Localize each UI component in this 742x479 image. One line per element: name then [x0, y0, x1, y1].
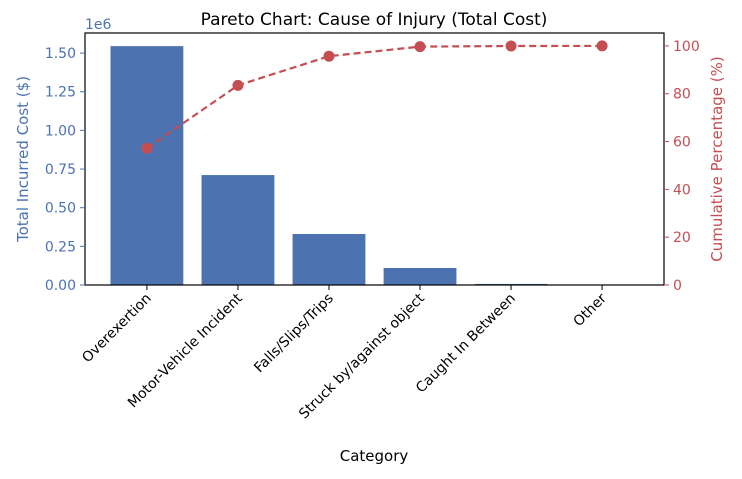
cumulative-line — [146, 44, 603, 150]
x-tick-label: Caught In Between — [413, 291, 519, 397]
bar-1 — [201, 175, 275, 285]
y-tick-label: 1.00 — [45, 123, 76, 139]
cumulative-point-0 — [141, 142, 153, 154]
y-tick-label: 0.75 — [45, 162, 76, 178]
bar-3 — [383, 267, 457, 285]
cumulative-point-4 — [505, 40, 517, 52]
y2-tick-label: 80 — [673, 87, 691, 103]
x-tick-label: Falls/Slips/Trips — [251, 291, 337, 377]
y-tick-label: 0.00 — [45, 278, 76, 294]
cumulative-point-5 — [596, 40, 608, 52]
offset-label: 1e6 — [85, 17, 112, 33]
x-axis-label: Category — [340, 447, 409, 465]
chart-title: Pareto Chart: Cause of Injury (Total Cos… — [201, 10, 548, 30]
y2-axis-label: Cumulative Percentage (%) — [708, 56, 726, 262]
y2-tick-label: 100 — [673, 39, 700, 55]
y-axis-label: Total Incurred Cost ($) — [14, 76, 32, 243]
y2-tick-label: 40 — [673, 182, 691, 198]
cumulative-point-3 — [414, 41, 426, 53]
cumulative-point-2 — [323, 50, 335, 62]
y-tick-label: 0.25 — [45, 239, 76, 255]
bar-2 — [292, 233, 366, 285]
y2-tick-label: 20 — [673, 230, 691, 246]
y2-tick-label: 60 — [673, 135, 691, 151]
x-tick-label: Other — [570, 290, 610, 330]
x-tick-label: Overexertion — [79, 291, 155, 367]
y-tick-label: 1.25 — [45, 85, 76, 101]
bar-0 — [110, 46, 184, 285]
plot-frame — [84, 32, 665, 286]
y-tick-label: 0.50 — [45, 201, 76, 217]
cumulative-point-1 — [232, 79, 244, 91]
y2-tick-label: 0 — [673, 278, 682, 294]
y-tick-label: 1.50 — [45, 46, 76, 62]
